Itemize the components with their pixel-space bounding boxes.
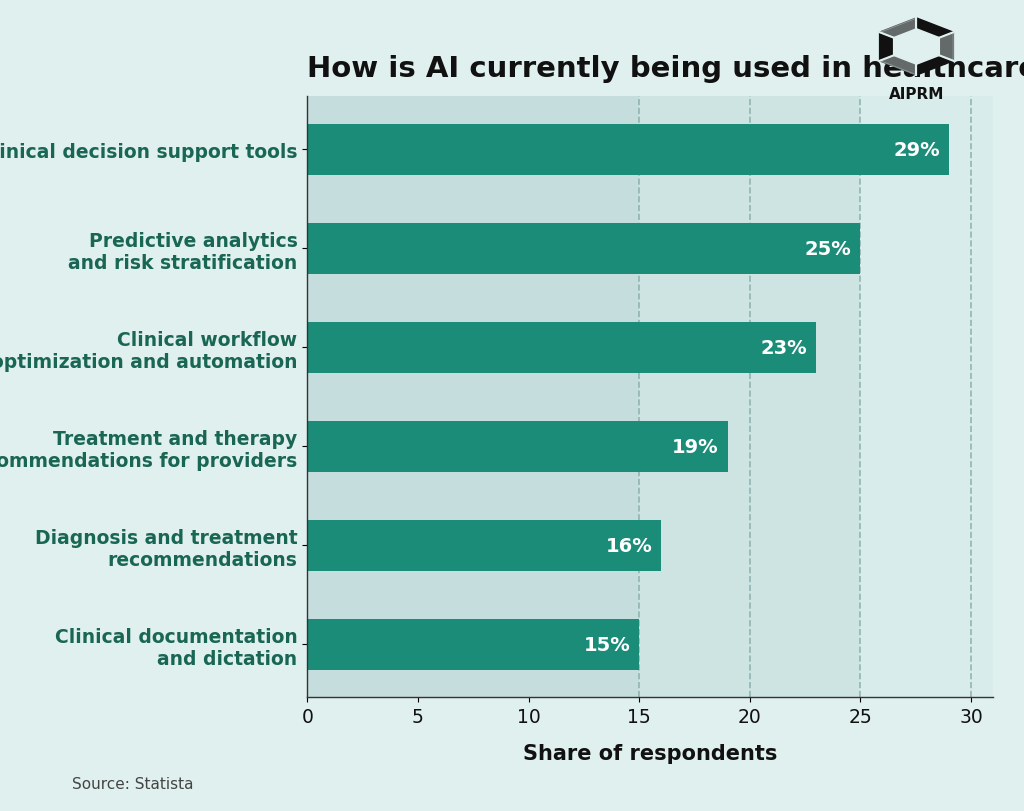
Text: 15%: 15% — [584, 635, 631, 654]
Polygon shape — [916, 33, 953, 62]
Bar — [307, 125, 949, 176]
Bar — [307, 520, 662, 571]
Bar — [307, 224, 860, 275]
Text: 29%: 29% — [894, 141, 940, 160]
Text: AIPRM: AIPRM — [889, 88, 944, 102]
Polygon shape — [880, 47, 916, 76]
Polygon shape — [880, 19, 916, 47]
Bar — [860, 97, 993, 697]
Text: 16%: 16% — [606, 536, 652, 556]
Text: How is AI currently being used in healthcare: How is AI currently being used in health… — [307, 54, 1024, 83]
Polygon shape — [880, 19, 953, 76]
Text: Source: Statista: Source: Statista — [72, 776, 194, 791]
Text: 25%: 25% — [805, 239, 852, 259]
Text: 23%: 23% — [761, 338, 807, 358]
Bar — [307, 97, 639, 697]
Polygon shape — [894, 30, 939, 65]
Bar — [639, 97, 860, 697]
Bar — [307, 421, 728, 473]
Bar — [307, 322, 816, 374]
Text: 19%: 19% — [672, 437, 719, 457]
Bar — [307, 619, 639, 670]
X-axis label: Share of respondents: Share of respondents — [523, 743, 777, 763]
